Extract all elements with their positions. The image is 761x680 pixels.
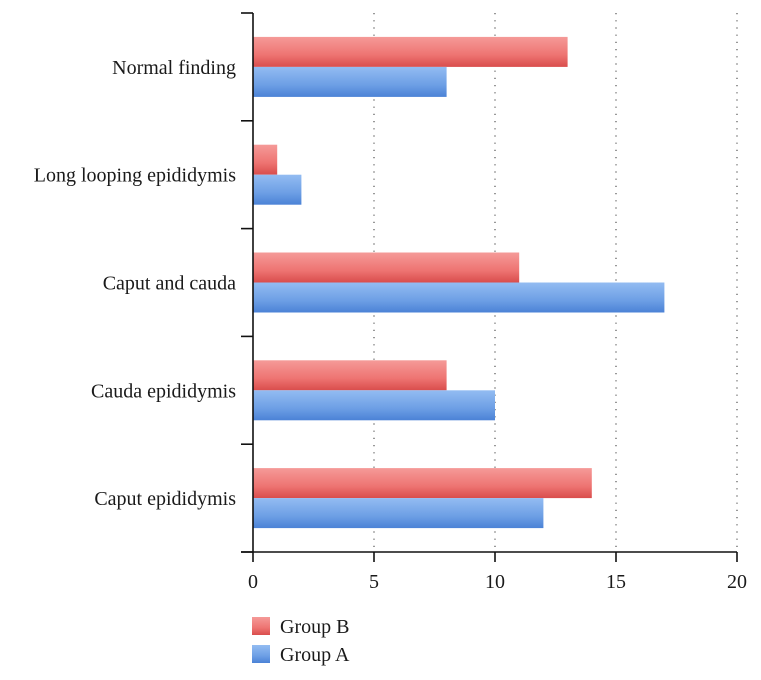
category-labels: Normal finding Long looping epididymis Cap… bbox=[34, 57, 236, 510]
category-label-4: Caput epididymis bbox=[94, 488, 236, 510]
x-tick-label-4: 20 bbox=[727, 571, 747, 593]
bar-group-a-3 bbox=[253, 390, 495, 421]
x-tick-label-1: 5 bbox=[369, 571, 379, 593]
bar-group-a-1 bbox=[253, 174, 302, 205]
legend-swatch-0 bbox=[252, 617, 270, 635]
bar-group-a-0 bbox=[253, 66, 447, 97]
x-tick-label-2: 10 bbox=[485, 571, 505, 593]
legend-swatch-1 bbox=[252, 645, 270, 663]
legend: Group B Group A bbox=[252, 616, 350, 666]
bar-group-b-4 bbox=[253, 468, 592, 499]
legend-label-0: Group B bbox=[280, 616, 349, 638]
bar-group-a-4 bbox=[253, 498, 544, 529]
category-label-3: Cauda epididymis bbox=[91, 380, 236, 402]
legend-label-1: Group A bbox=[280, 644, 350, 666]
category-label-0: Normal finding bbox=[112, 57, 236, 79]
x-tick-labels: 0 5 10 15 20 bbox=[248, 571, 747, 593]
axes bbox=[241, 12, 738, 562]
bar-group-b-0 bbox=[253, 36, 568, 67]
category-label-2: Caput and cauda bbox=[103, 273, 236, 295]
bar-group-b-3 bbox=[253, 360, 447, 391]
bars bbox=[253, 36, 665, 529]
category-label-1: Long looping epididymis bbox=[34, 165, 236, 187]
bar-group-b-2 bbox=[253, 252, 520, 283]
bar-group-b-1 bbox=[253, 144, 278, 175]
x-tick-label-0: 0 bbox=[248, 571, 258, 593]
bar-group-a-2 bbox=[253, 282, 665, 313]
x-tick-label-3: 15 bbox=[606, 571, 626, 593]
